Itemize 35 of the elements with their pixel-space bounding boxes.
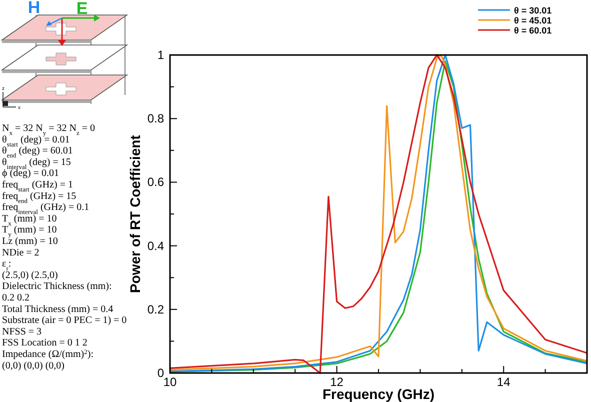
x-tick-label: 10	[163, 375, 177, 389]
text: FSS Location = 0 1 2	[2, 338, 88, 349]
text: Substrate (air = 0 PEC = 1) = 0	[2, 315, 127, 326]
text: (0,0) (0,0) (0,0)	[2, 360, 64, 372]
text: (2.5,0) (2.5,0)	[2, 270, 58, 281]
text: ε$_{r}$:	[2, 258, 12, 272]
text: Lz (mm) = 10	[2, 236, 58, 247]
x-axis-title: Frequency (GHz)	[322, 386, 435, 402]
text: T$_{x}$ (mm) = 10	[2, 213, 57, 227]
y-tick-label: 0	[157, 366, 164, 380]
y-tick-label: 0.6	[147, 175, 164, 190]
text: freq$_{start}$ (GHz) = 1	[2, 180, 73, 193]
text: ϕ (deg) = 0.01	[2, 168, 60, 180]
legend-label: θ = 60.01	[514, 26, 552, 36]
text: NDie = 2	[2, 247, 40, 258]
text: Impedance (Ω/(mm)$^{2}$):	[2, 348, 94, 360]
x-tick-label: 14	[496, 375, 511, 389]
y-tick-label: 1	[157, 48, 164, 62]
y-axis-title: Power of RT Coefficient	[127, 134, 143, 293]
legend-label: θ = 45.01	[514, 16, 552, 26]
text: NFSS = 3	[2, 326, 42, 338]
text: Dielectric Thickness (mm):	[2, 281, 112, 292]
text: freq$_{end}$ (GHz) = 15	[2, 190, 76, 204]
text: 0.2 0.2	[2, 292, 30, 304]
legend-label: θ = 30.01	[514, 6, 552, 16]
text: θ$_{interval}$ (deg) = 15	[2, 156, 71, 170]
text: θ$_{end}$ (deg) = 60.01	[2, 146, 73, 160]
text: T$_{y}$ (mm) = 10	[2, 224, 57, 238]
text: N$_{x}$ = 32 N$_{y}$ = 32 N$_{z}$ = 0	[2, 123, 96, 136]
y-tick-label: 0.4	[147, 238, 164, 253]
x-tick-label: 12	[330, 375, 344, 389]
text: Total Thickness (mm) = 0.4	[2, 304, 114, 315]
y-tick-label: 0.2	[147, 302, 164, 316]
text: freq$_{interval}$ (GHz) = 0.1	[2, 202, 90, 216]
y-tick-label: 0.8	[147, 112, 164, 126]
